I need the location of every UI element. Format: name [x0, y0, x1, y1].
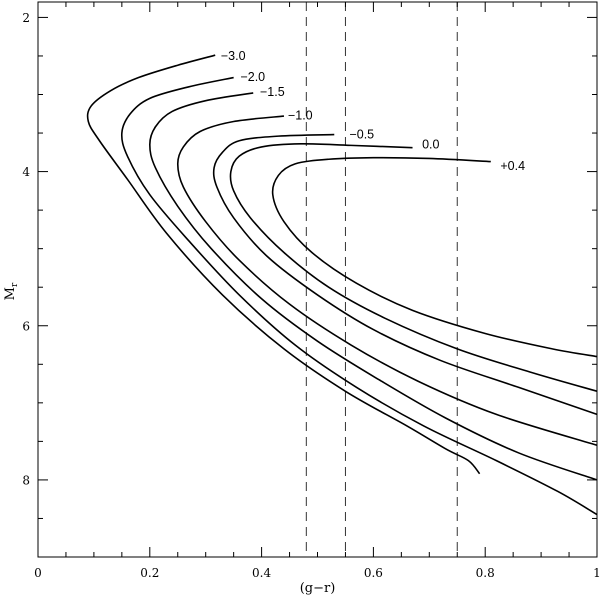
y-axis-label-main: M	[3, 287, 18, 300]
y-axis-label: Mr	[3, 282, 20, 300]
x-tick-label: 0.2	[140, 566, 159, 580]
y-tick-label: 4	[22, 165, 30, 179]
isochrone-curve	[149, 92, 598, 481]
axis-ticks	[37, 2, 598, 558]
curve-label: −3.0	[221, 49, 246, 63]
x-tick-label: 0	[34, 566, 42, 580]
x-axis-label: (g−r)	[300, 581, 336, 596]
x-tick-label: 0.8	[476, 566, 495, 580]
isochrone-curve	[212, 133, 598, 416]
isochrone-curve	[229, 142, 598, 393]
y-tick-label: 6	[22, 319, 30, 333]
curve-label: 0.0	[422, 138, 439, 152]
y-tick-label: 2	[22, 11, 30, 25]
isochrone-curve	[86, 54, 481, 475]
curve-label: −1.0	[288, 108, 313, 122]
x-tick-label: 1	[593, 566, 600, 580]
curve-label: −0.5	[349, 128, 374, 142]
curve-labels: −3.0 −2.0−1.5−1.0 −0.5 0.0 +0.4	[221, 49, 525, 173]
isochrone-curve	[120, 76, 598, 516]
y-tick-label: 8	[22, 473, 30, 487]
isochrone-curves	[86, 54, 598, 516]
y-axis-label-sub: r	[10, 282, 20, 287]
isochrone-curve	[271, 156, 598, 358]
tick-labels: 0 0.2 0.4 0.6 0.8 1 2 4 6 8	[22, 11, 600, 580]
vertical-guide-lines	[305, 2, 458, 557]
curve-label: +0.4	[500, 159, 525, 173]
isochrone-curve	[176, 115, 598, 446]
curve-label: −2.0	[240, 70, 265, 84]
x-tick-label: 0.6	[364, 566, 383, 580]
x-tick-label: 0.4	[252, 566, 271, 580]
curve-label: −1.5	[260, 85, 285, 99]
